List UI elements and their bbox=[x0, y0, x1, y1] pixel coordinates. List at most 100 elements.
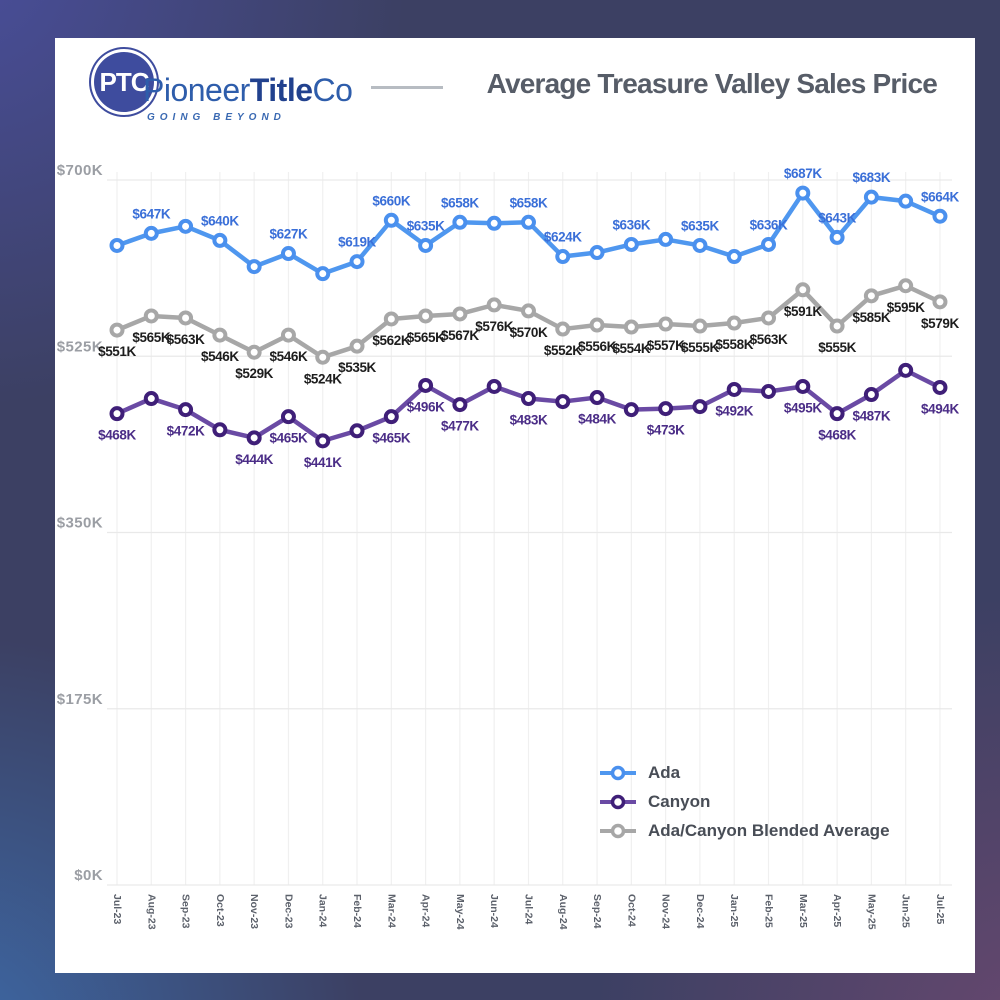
x-axis-tick-label: Mar-25 bbox=[797, 894, 809, 928]
y-axis-tick-label: $175K bbox=[57, 691, 103, 708]
data-point-marker bbox=[349, 254, 365, 270]
legend-label-canyon: Canyon bbox=[648, 792, 711, 811]
data-point-marker bbox=[726, 249, 742, 265]
data-point-label: $477K bbox=[441, 419, 479, 434]
data-point-marker bbox=[692, 318, 708, 334]
data-point-marker bbox=[520, 391, 536, 407]
data-point-label: $664K bbox=[921, 189, 959, 204]
data-point-label: $563K bbox=[167, 332, 205, 347]
data-point-marker bbox=[246, 259, 262, 275]
data-point-label: $579K bbox=[921, 316, 959, 331]
data-point-label: $591K bbox=[784, 304, 822, 319]
data-point-marker bbox=[555, 321, 571, 337]
data-point-marker bbox=[452, 397, 468, 413]
x-axis-tick-label: Dec-24 bbox=[694, 894, 706, 929]
data-point-label: $683K bbox=[852, 170, 890, 185]
data-point-marker bbox=[658, 231, 674, 247]
brand-co: Co bbox=[312, 72, 353, 108]
y-axis-tick-label: $350K bbox=[57, 515, 103, 532]
data-point-marker bbox=[795, 282, 811, 298]
legend-label-ada: Ada bbox=[648, 763, 681, 782]
brand-tagline: GOING BEYOND bbox=[147, 112, 286, 123]
data-point-label: $465K bbox=[270, 431, 308, 446]
data-point-label: $619K bbox=[338, 235, 376, 250]
data-point-marker bbox=[452, 306, 468, 322]
data-point-label: $576K bbox=[475, 319, 513, 334]
data-point-marker bbox=[246, 430, 262, 446]
data-point-label: $524K bbox=[304, 371, 342, 386]
brand-pioneer: Pioneer bbox=[143, 72, 250, 108]
data-point-label: $640K bbox=[201, 213, 239, 228]
data-point-marker bbox=[761, 236, 777, 252]
x-axis-tick-label: Nov-24 bbox=[660, 894, 672, 929]
data-point-marker bbox=[315, 349, 331, 365]
data-point-marker bbox=[486, 215, 502, 231]
data-point-marker bbox=[898, 278, 914, 294]
sales-price-line-chart: $700K $525K $350K $175K $0K Jul-23 Aug-23 Sep-2… bbox=[57, 162, 960, 930]
data-point-marker bbox=[795, 185, 811, 201]
data-point-label: $555K bbox=[818, 340, 856, 355]
data-point-label: $546K bbox=[201, 349, 239, 364]
data-point-marker bbox=[726, 381, 742, 397]
data-point-label: $570K bbox=[510, 325, 548, 340]
data-point-marker bbox=[863, 387, 879, 403]
data-point-label: $565K bbox=[132, 330, 170, 345]
x-axis-tick-label: Oct-23 bbox=[214, 894, 226, 927]
data-point-marker bbox=[315, 433, 331, 449]
data-point-label: $624K bbox=[544, 230, 582, 245]
data-point-marker bbox=[932, 379, 948, 395]
data-point-label: $658K bbox=[441, 195, 479, 210]
data-point-label: $554K bbox=[612, 341, 650, 356]
data-point-marker bbox=[143, 308, 159, 324]
data-point-marker bbox=[658, 401, 674, 417]
x-axis-tick-label: Jan-25 bbox=[728, 894, 740, 927]
data-point-label: $556K bbox=[578, 339, 616, 354]
x-axis-tick-label: Feb-25 bbox=[763, 894, 775, 928]
data-point-marker bbox=[692, 237, 708, 253]
ptc-logo-icon: PTC bbox=[94, 52, 154, 112]
data-point-label: $529K bbox=[235, 366, 273, 381]
data-point-marker bbox=[829, 318, 845, 334]
data-point-marker bbox=[658, 316, 674, 332]
data-point-label: $496K bbox=[407, 399, 445, 414]
data-point-marker bbox=[589, 317, 605, 333]
chart-card: PTC PioneerTitleCo GOING BEYOND Average … bbox=[55, 38, 975, 973]
brand-title: Title bbox=[249, 72, 313, 108]
data-point-label: $468K bbox=[818, 428, 856, 443]
data-point-marker bbox=[589, 390, 605, 406]
data-point-label: $562K bbox=[372, 333, 410, 348]
ada-series-marker-icon bbox=[600, 765, 636, 781]
data-point-label: $647K bbox=[132, 206, 170, 221]
data-point-marker bbox=[726, 315, 742, 331]
data-point-marker bbox=[795, 378, 811, 394]
data-point-label: $546K bbox=[270, 349, 308, 364]
data-point-label: $658K bbox=[510, 195, 548, 210]
x-axis-tick-label: Jul-23 bbox=[111, 894, 123, 925]
x-axis-tick-label: Sep-24 bbox=[591, 894, 603, 929]
data-point-label: $468K bbox=[98, 428, 136, 443]
x-axis-tick-label: Apr-24 bbox=[420, 894, 432, 927]
data-point-marker bbox=[349, 338, 365, 354]
data-point-marker bbox=[315, 266, 331, 282]
data-point-marker bbox=[246, 344, 262, 360]
data-point-marker bbox=[280, 327, 296, 343]
data-point-label: $494K bbox=[921, 401, 959, 416]
data-point-label: $567K bbox=[441, 328, 479, 343]
data-point-label: $687K bbox=[784, 166, 822, 181]
legend-item-canyon: Canyon bbox=[600, 792, 890, 811]
x-axis-tick-label: Jun-24 bbox=[488, 894, 500, 928]
brand-wordmark: PioneerTitleCo bbox=[143, 72, 353, 109]
data-point-marker bbox=[761, 310, 777, 326]
x-axis-tick-label: Sep-23 bbox=[180, 894, 192, 929]
data-point-label: $483K bbox=[510, 413, 548, 428]
x-axis-tick-label: Jul-24 bbox=[522, 894, 534, 925]
x-axis-tick-label: May-24 bbox=[454, 894, 466, 930]
y-axis-tick-label: $0K bbox=[74, 867, 103, 884]
chart-legend: Ada Canyon Ada/Canyon Blended Average bbox=[600, 763, 890, 840]
data-point-marker bbox=[623, 402, 639, 418]
data-point-marker bbox=[178, 310, 194, 326]
data-point-marker bbox=[143, 391, 159, 407]
data-point-label: $557K bbox=[647, 338, 685, 353]
data-point-marker bbox=[486, 378, 502, 394]
